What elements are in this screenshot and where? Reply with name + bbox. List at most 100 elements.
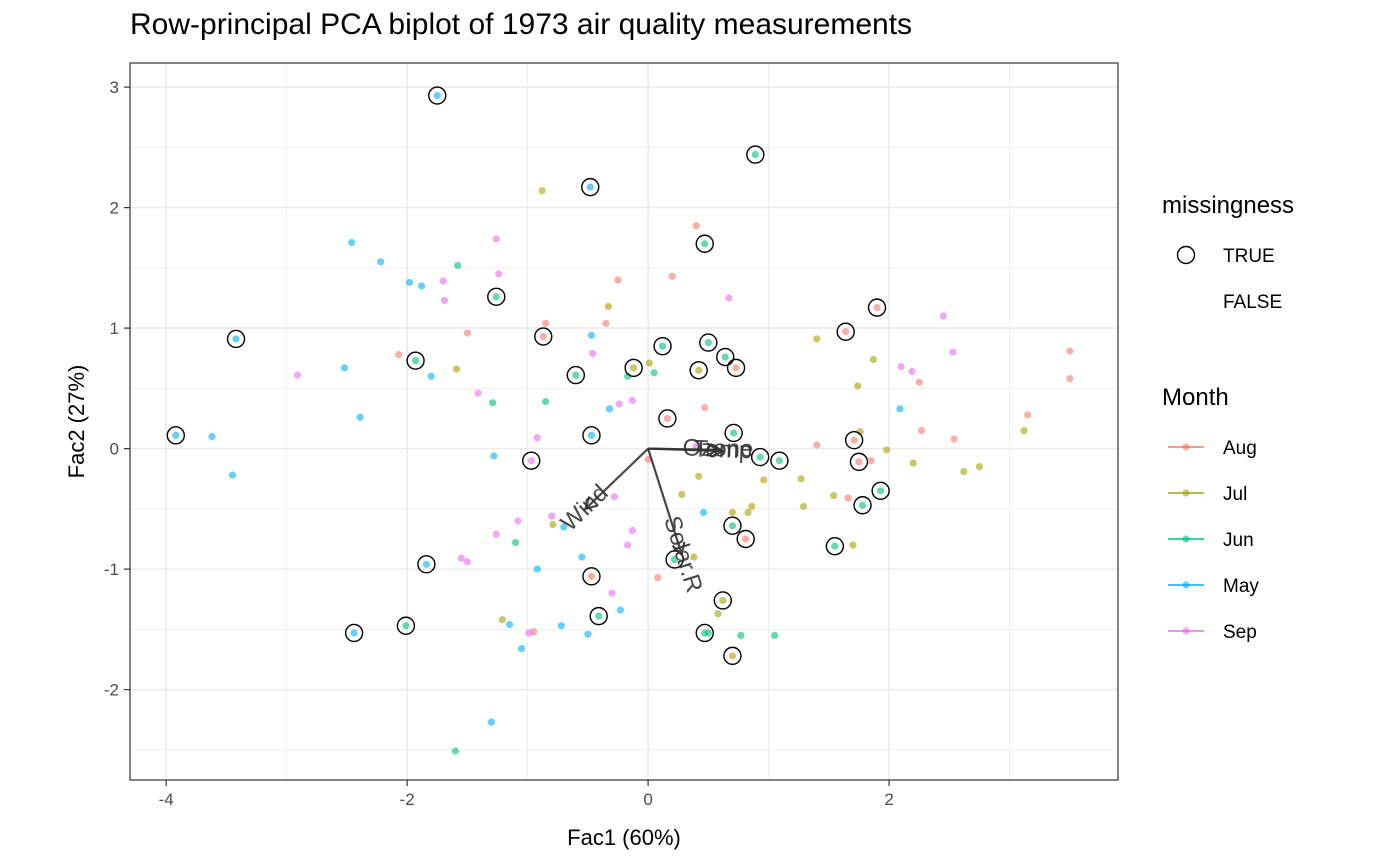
data-point-aug <box>855 458 863 466</box>
missing-marker <box>724 423 743 443</box>
data-point-jun <box>572 371 580 379</box>
data-point-jun <box>650 369 658 377</box>
x-tick-label: 0 <box>643 790 652 809</box>
data-point-may <box>490 452 498 460</box>
data-point-jul <box>760 476 768 484</box>
data-point-sep <box>293 371 302 379</box>
missing-marker <box>428 86 447 105</box>
y-axis-title: Fac2 (27%) <box>64 365 89 479</box>
missing-marker <box>746 145 765 164</box>
data-point-jul <box>813 335 821 343</box>
data-point-may <box>377 258 385 266</box>
x-tick-label: -2 <box>400 790 415 809</box>
x-tick-label: 2 <box>884 790 893 809</box>
data-point-jun <box>402 622 410 630</box>
missing-marker <box>750 447 770 467</box>
data-point-aug <box>692 222 700 230</box>
data-point-jun <box>730 429 738 437</box>
missing-marker <box>582 426 601 445</box>
data-point-jun <box>831 542 839 550</box>
legend-month-point <box>1182 489 1190 497</box>
data-point-jun <box>728 522 737 530</box>
data-point-aug <box>950 435 958 443</box>
data-point-may <box>586 183 594 191</box>
data-point-sep <box>548 512 556 520</box>
data-point-may <box>896 405 904 413</box>
data-point-aug <box>1024 411 1032 419</box>
missing-marker <box>699 333 718 352</box>
missing-marker <box>770 451 789 470</box>
vector-arrowhead <box>583 496 599 511</box>
missing-marker <box>689 361 708 380</box>
data-point-aug <box>844 494 852 502</box>
data-point-may <box>433 91 441 100</box>
data-point-may <box>560 523 568 531</box>
data-point-jul <box>830 492 838 500</box>
data-point-jul <box>645 359 653 367</box>
data-point-may <box>356 413 364 421</box>
data-point-aug <box>463 329 471 337</box>
legend-month-point <box>1182 443 1190 451</box>
missing-marker <box>736 529 755 549</box>
data-point-sep <box>692 442 700 450</box>
legend-month-title: Month <box>1162 384 1229 411</box>
data-point-jul <box>748 502 756 511</box>
missing-marker <box>406 351 425 370</box>
data-point-jun <box>671 555 679 564</box>
data-point-sep <box>628 396 637 405</box>
y-tick-label: 1 <box>110 319 119 338</box>
data-point-jul <box>883 446 891 454</box>
data-point-sep <box>589 349 597 358</box>
data-point-jul <box>695 366 703 374</box>
vector-arrowhead <box>671 541 686 557</box>
data-point-sep <box>615 400 623 408</box>
data-point-sep <box>495 270 503 278</box>
data-point-may <box>427 372 435 380</box>
data-point-jul <box>799 502 808 511</box>
data-point-jun <box>751 150 759 159</box>
data-point-jul <box>690 553 698 561</box>
missing-marker <box>723 516 742 535</box>
missing-marker <box>844 430 864 450</box>
data-point-jun <box>492 293 500 301</box>
data-point-may <box>587 331 596 339</box>
missing-marker <box>566 365 586 385</box>
y-tick-label: 0 <box>110 440 119 459</box>
data-points <box>166 86 1074 755</box>
vector-wind <box>584 447 649 510</box>
data-point-may <box>232 335 240 343</box>
legend-missingness-title: missingness <box>1162 192 1294 219</box>
missing-marker <box>624 358 643 378</box>
legend-month-label: Jul <box>1223 484 1247 505</box>
data-point-may <box>505 620 514 629</box>
data-point-sep <box>474 389 482 397</box>
missing-marker <box>849 452 869 472</box>
missing-marker <box>653 336 672 356</box>
data-point-jul <box>869 355 878 364</box>
legend-month-label: May <box>1223 576 1259 597</box>
data-point-sep <box>908 367 916 376</box>
data-point-aug <box>842 328 850 336</box>
y-tick-label: -1 <box>104 560 119 579</box>
data-point-jun <box>771 631 779 639</box>
data-point-jul <box>604 302 612 311</box>
missing-marker <box>166 426 185 445</box>
data-point-may <box>340 364 349 372</box>
data-point-jun <box>542 398 550 406</box>
data-point-sep <box>457 554 465 562</box>
data-point-sep <box>939 312 947 320</box>
missing-marker <box>396 616 416 635</box>
data-point-jul <box>714 610 722 618</box>
data-point-may <box>699 508 708 517</box>
data-point-sep <box>492 235 500 243</box>
data-point-may <box>517 645 526 653</box>
missing-marker <box>836 322 855 341</box>
data-point-aug <box>867 457 875 465</box>
data-point-jul <box>549 520 557 529</box>
missing-marker <box>226 329 246 349</box>
data-point-jul <box>538 187 546 195</box>
data-point-jul <box>849 541 857 549</box>
data-point-aug <box>915 378 923 386</box>
